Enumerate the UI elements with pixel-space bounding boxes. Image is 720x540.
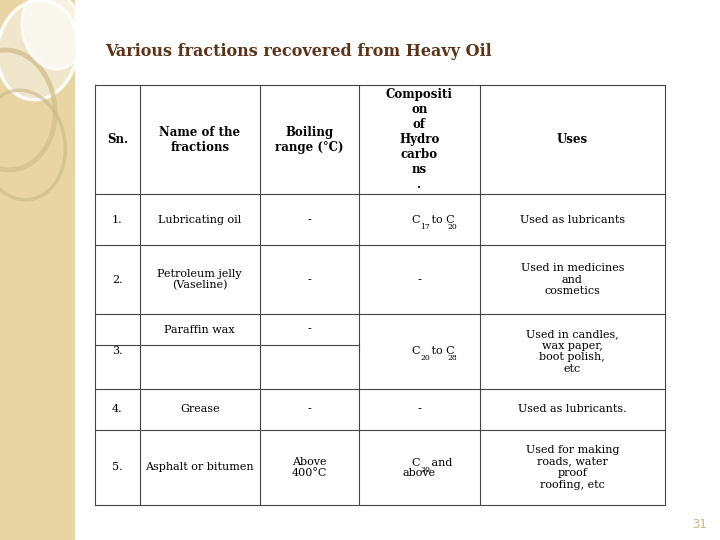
Text: 31: 31 xyxy=(693,518,708,531)
Text: 5.: 5. xyxy=(112,462,122,472)
Text: Compositi
on
of
Hydro
carbo
ns
.: Compositi on of Hydro carbo ns . xyxy=(386,88,453,191)
Text: 28: 28 xyxy=(448,354,457,362)
Text: 20: 20 xyxy=(448,223,457,231)
Text: above: above xyxy=(403,468,436,478)
Text: to C: to C xyxy=(428,346,455,356)
Text: C: C xyxy=(411,215,420,225)
Ellipse shape xyxy=(22,0,84,70)
Text: Various fractions recovered from Heavy Oil: Various fractions recovered from Heavy O… xyxy=(105,44,492,60)
Text: Used for making
roads, water
proof
roofing, etc: Used for making roads, water proof roofi… xyxy=(526,445,619,490)
Text: Used in candles,
wax paper,
boot polish,
etc: Used in candles, wax paper, boot polish,… xyxy=(526,329,618,374)
Text: Asphalt or bitumen: Asphalt or bitumen xyxy=(145,462,254,472)
Text: -: - xyxy=(307,325,312,335)
Text: Lubricating oil: Lubricating oil xyxy=(158,215,241,225)
Text: C: C xyxy=(411,346,420,356)
Text: 30: 30 xyxy=(420,467,431,475)
Text: Petroleum jelly
(Vaseline): Petroleum jelly (Vaseline) xyxy=(158,268,242,291)
Text: -: - xyxy=(418,275,421,285)
Text: Used in medicines
and
cosmetics: Used in medicines and cosmetics xyxy=(521,263,624,296)
Text: Name of the
fractions: Name of the fractions xyxy=(159,126,240,154)
Text: -: - xyxy=(307,404,312,414)
Text: Paraffin wax: Paraffin wax xyxy=(164,325,235,335)
Text: Used as lubricants: Used as lubricants xyxy=(520,215,625,225)
Text: Uses: Uses xyxy=(557,133,588,146)
Text: C: C xyxy=(411,458,420,468)
Text: 2.: 2. xyxy=(112,275,122,285)
Ellipse shape xyxy=(0,1,78,100)
Text: Used as lubricants.: Used as lubricants. xyxy=(518,404,626,414)
Text: -: - xyxy=(418,404,421,414)
Text: Above
400°C: Above 400°C xyxy=(292,457,328,478)
Text: Sn.: Sn. xyxy=(107,133,128,146)
Text: Boiling
range (°C): Boiling range (°C) xyxy=(275,126,344,154)
Text: to C: to C xyxy=(428,215,455,225)
Text: and: and xyxy=(428,458,453,468)
Bar xyxy=(0,0,75,540)
Text: -: - xyxy=(307,215,312,225)
Text: 3.: 3. xyxy=(112,346,122,356)
Text: -: - xyxy=(307,275,312,285)
Text: Grease: Grease xyxy=(180,404,220,414)
Text: 17: 17 xyxy=(420,223,431,231)
Text: 1.: 1. xyxy=(112,215,122,225)
Text: 20: 20 xyxy=(420,354,431,362)
Text: 4.: 4. xyxy=(112,404,122,414)
